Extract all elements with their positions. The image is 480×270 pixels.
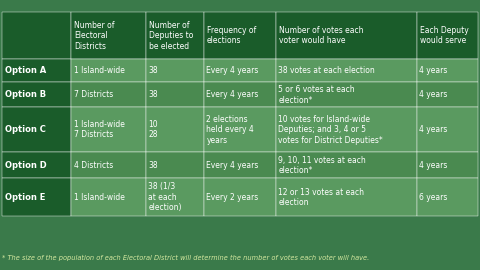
Bar	[72, 152, 146, 178]
Bar	[2, 12, 72, 59]
Text: 9, 10, 11 votes at each
election*: 9, 10, 11 votes at each election*	[278, 156, 366, 175]
Bar	[72, 59, 146, 82]
Bar	[276, 12, 417, 59]
Text: 12 or 13 votes at each
election: 12 or 13 votes at each election	[278, 188, 364, 207]
Text: 38: 38	[148, 90, 158, 99]
Bar	[204, 82, 276, 107]
Bar	[276, 152, 417, 178]
Text: 4 years: 4 years	[419, 161, 447, 170]
Text: Number of
Deputies to
be elected: Number of Deputies to be elected	[149, 21, 193, 51]
Text: 10
28: 10 28	[148, 120, 158, 139]
Bar	[276, 178, 417, 216]
Bar	[146, 152, 204, 178]
Bar	[146, 107, 204, 152]
Bar	[146, 12, 204, 59]
Text: 1 Island-wide: 1 Island-wide	[74, 193, 125, 202]
Text: Option D: Option D	[5, 161, 47, 170]
Bar	[2, 59, 72, 82]
Bar	[146, 178, 204, 216]
Text: Option E: Option E	[5, 193, 45, 202]
Text: 7 Districts: 7 Districts	[74, 90, 113, 99]
Bar	[2, 152, 72, 178]
Text: 10 votes for Island-wide
Deputies; and 3, 4 or 5
votes for District Deputies*: 10 votes for Island-wide Deputies; and 3…	[278, 115, 383, 145]
Text: 38: 38	[148, 66, 158, 75]
Text: Number of
Electoral
Districts: Number of Electoral Districts	[74, 21, 115, 51]
Text: 4 years: 4 years	[419, 66, 447, 75]
Bar	[146, 82, 204, 107]
Bar	[276, 107, 417, 152]
Bar	[276, 82, 417, 107]
Text: Every 4 years: Every 4 years	[206, 66, 259, 75]
Bar	[417, 12, 478, 59]
Bar	[276, 59, 417, 82]
Bar	[204, 178, 276, 216]
Bar	[72, 82, 146, 107]
Bar	[146, 59, 204, 82]
Text: Every 2 years: Every 2 years	[206, 193, 259, 202]
Text: * The size of the population of each Electoral District will determine the numbe: * The size of the population of each Ele…	[2, 255, 370, 261]
Text: 1 Island-wide: 1 Island-wide	[74, 66, 125, 75]
Text: Each Deputy
would serve: Each Deputy would serve	[420, 26, 468, 45]
Bar	[417, 178, 478, 216]
Bar	[72, 107, 146, 152]
Text: Option A: Option A	[5, 66, 46, 75]
Bar	[72, 178, 146, 216]
Text: 2 elections
held every 4
years: 2 elections held every 4 years	[206, 115, 254, 145]
Text: 6 years: 6 years	[419, 193, 447, 202]
Text: 1 Island-wide
7 Districts: 1 Island-wide 7 Districts	[74, 120, 125, 139]
Bar	[2, 178, 72, 216]
Bar	[204, 12, 276, 59]
Bar	[417, 152, 478, 178]
Text: Option C: Option C	[5, 125, 46, 134]
Bar	[204, 59, 276, 82]
Text: Every 4 years: Every 4 years	[206, 90, 259, 99]
Text: 4 years: 4 years	[419, 90, 447, 99]
Bar	[417, 107, 478, 152]
Text: Frequency of
elections: Frequency of elections	[207, 26, 256, 45]
Text: 4 years: 4 years	[419, 125, 447, 134]
Text: 4 Districts: 4 Districts	[74, 161, 113, 170]
Text: Option B: Option B	[5, 90, 46, 99]
Bar	[417, 82, 478, 107]
Bar	[2, 82, 72, 107]
Text: 5 or 6 votes at each
election*: 5 or 6 votes at each election*	[278, 85, 355, 104]
Bar	[2, 107, 72, 152]
Text: 38 votes at each election: 38 votes at each election	[278, 66, 375, 75]
Text: Number of votes each
voter would have: Number of votes each voter would have	[279, 26, 363, 45]
Bar	[204, 107, 276, 152]
Text: 38 (1/3
at each
election): 38 (1/3 at each election)	[148, 183, 182, 212]
Text: Every 4 years: Every 4 years	[206, 161, 259, 170]
Text: 38: 38	[148, 161, 158, 170]
Bar	[417, 59, 478, 82]
Bar	[72, 12, 146, 59]
Bar	[204, 152, 276, 178]
